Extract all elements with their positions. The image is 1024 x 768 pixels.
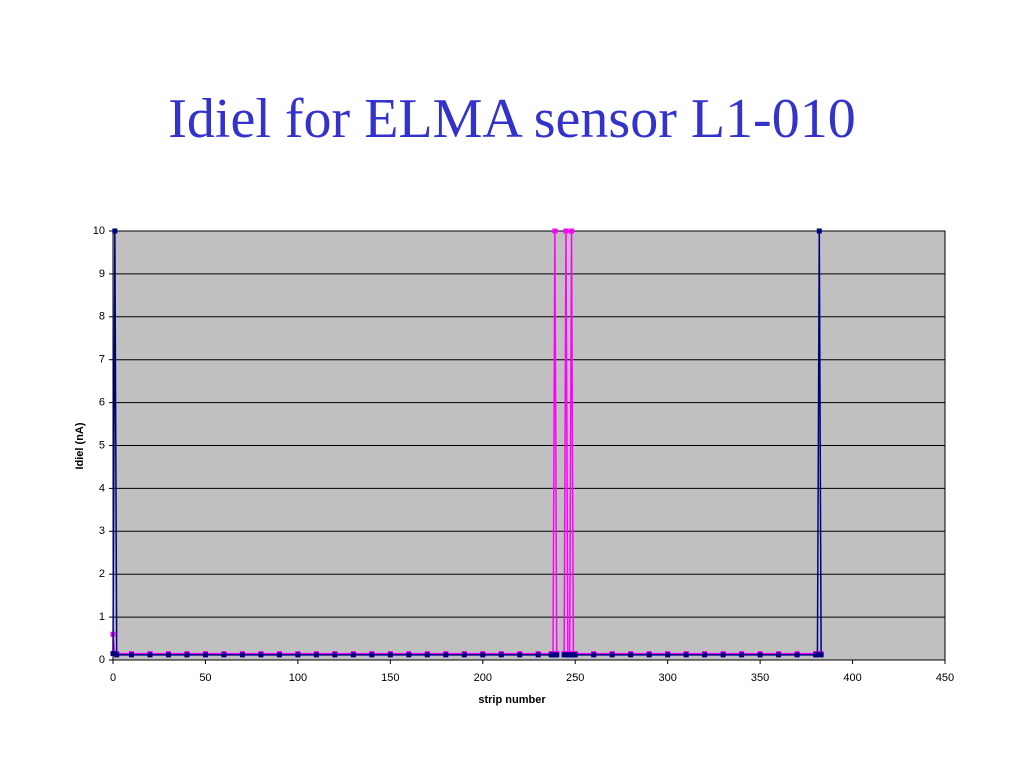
data-point [535, 652, 541, 658]
y-tick-label: 1 [99, 611, 105, 623]
data-point [552, 228, 558, 234]
y-tick-label: 2 [99, 568, 105, 580]
data-point [646, 652, 652, 658]
y-tick-label: 4 [99, 482, 105, 494]
y-tick-label: 10 [93, 225, 105, 237]
data-point [818, 652, 824, 658]
data-point [406, 652, 412, 658]
data-point [702, 652, 708, 658]
data-point [461, 652, 467, 658]
x-tick-label: 250 [566, 672, 584, 684]
x-tick-label: 50 [199, 672, 211, 684]
y-tick-label: 0 [99, 654, 105, 666]
data-point [517, 652, 523, 658]
data-point [202, 652, 208, 658]
data-point [609, 652, 615, 658]
data-point [147, 652, 153, 658]
x-tick-label: 350 [751, 672, 769, 684]
data-point [295, 652, 301, 658]
data-point [165, 652, 171, 658]
data-point [554, 652, 560, 658]
data-point [424, 652, 430, 658]
y-tick-label: 5 [99, 439, 105, 451]
x-tick-label: 100 [289, 672, 307, 684]
data-point [794, 652, 800, 658]
y-tick-label: 7 [99, 354, 105, 366]
data-point [776, 652, 782, 658]
data-point [591, 652, 597, 658]
data-point [720, 652, 726, 658]
data-point [628, 652, 634, 658]
x-tick-label: 400 [843, 672, 861, 684]
data-point [739, 652, 745, 658]
data-point [683, 652, 689, 658]
x-tick-label: 150 [381, 672, 399, 684]
data-point [498, 652, 504, 658]
data-point [221, 652, 227, 658]
y-tick-label: 8 [99, 311, 105, 323]
y-axis-label: Idiel (nA) [74, 422, 86, 469]
x-tick-label: 0 [110, 672, 116, 684]
data-point [114, 652, 120, 658]
y-tick-label: 6 [99, 397, 105, 409]
data-point [110, 651, 116, 657]
x-tick-label: 200 [474, 672, 492, 684]
y-tick-label: 9 [99, 268, 105, 280]
data-point [258, 652, 264, 658]
data-point [128, 652, 134, 658]
data-point [572, 652, 578, 658]
data-point [757, 652, 763, 658]
data-point [665, 652, 671, 658]
data-point [112, 228, 118, 234]
data-point [443, 652, 449, 658]
x-axis-label: strip number [478, 694, 546, 706]
data-point [480, 652, 486, 658]
data-point [569, 228, 575, 234]
data-point [350, 652, 356, 658]
y-tick-label: 3 [99, 525, 105, 537]
data-point [276, 652, 282, 658]
data-point [369, 652, 375, 658]
data-point [563, 228, 569, 234]
x-tick-label: 300 [658, 672, 676, 684]
data-point [816, 228, 822, 234]
data-point [239, 652, 245, 658]
data-point [387, 652, 393, 658]
data-point [313, 652, 319, 658]
slide-title: Idiel for ELMA sensor L1-010 [168, 88, 855, 150]
data-point [814, 652, 820, 658]
x-tick-label: 450 [936, 672, 954, 684]
data-point [184, 652, 190, 658]
data-point [332, 652, 338, 658]
